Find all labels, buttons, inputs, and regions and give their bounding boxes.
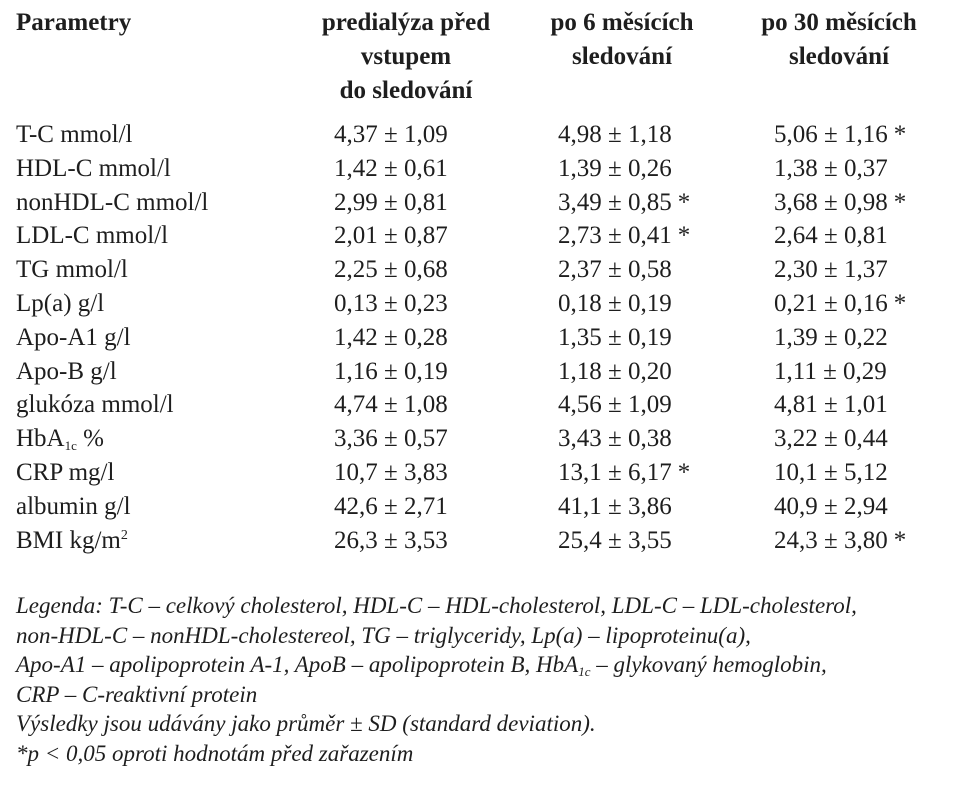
cell-predialyza: 4,37 ± 1,09: [334, 121, 448, 148]
row-label: BMI kg/m2: [16, 526, 128, 554]
table-row: Lp(a) g/l 0,13 ± 0,23 0,18 ± 0,19 0,21 ±…: [0, 287, 975, 321]
row-label: Lp(a) g/l: [16, 289, 105, 317]
table-row: LDL-C mmol/l 2,01 ± 0,87 2,73 ± 0,41 * 2,…: [0, 219, 975, 253]
legend-line: *p < 0,05 oproti hodnotám před zařazením: [16, 740, 414, 766]
cell-6-mesicu: 1,35 ± 0,19: [558, 323, 672, 351]
cell-6-mesicu: 25,4 ± 3,55: [558, 526, 672, 554]
cell-30-mesicu: 1,38 ± 0,37: [774, 154, 888, 182]
significance-mark: *: [893, 526, 907, 554]
table-row: glukóza mmol/l 4,74 ± 1,08 4,56 ± 1,09 4…: [0, 388, 975, 422]
header-6-mesicu: po 6 měsících sledování: [520, 6, 724, 74]
row-label: LDL-C mmol/l: [16, 222, 169, 250]
table-body: T-C mmol/l 4,37 ± 1,09 4,98 ± 1,18 5,06 …: [0, 118, 975, 557]
significance-mark: *: [893, 121, 907, 148]
legend-line: Výsledky jsou udávány jako průměr ± SD (…: [16, 711, 596, 736]
cell-predialyza: 4,74 ± 1,08: [334, 391, 448, 419]
cell-predialyza: 2,25 ± 0,68: [334, 256, 448, 284]
cell-6-mesicu: 1,18 ± 0,20: [558, 357, 672, 385]
cell-6-mesicu: 2,37 ± 0,58: [558, 256, 672, 284]
significance-mark: *: [677, 222, 691, 250]
cell-30-mesicu: 1,39 ± 0,22: [774, 323, 888, 351]
cell-predialyza: 3,36 ± 0,57: [334, 425, 448, 453]
significance-mark: *: [893, 188, 907, 216]
cell-30-mesicu: 2,64 ± 0,81: [774, 222, 888, 250]
cell-6-mesicu: 3,43 ± 0,38: [558, 425, 672, 453]
cell-predialyza: 42,6 ± 2,71: [334, 492, 448, 520]
legend-line: CRP – C-reaktivní protein: [16, 681, 258, 707]
cell-6-mesicu: 3,49 ± 0,85 *: [558, 188, 691, 216]
cell-6-mesicu: 0,18 ± 0,19: [558, 289, 672, 317]
header-line: po 6 měsících: [550, 9, 694, 36]
row-label: HbA1c %: [16, 425, 104, 454]
legend-line: Apo-A1 – apolipoprotein A-1, ApoB – apol…: [16, 652, 827, 679]
header-line: vstupem: [360, 43, 452, 70]
row-label: T-C mmol/l: [16, 121, 133, 148]
table-row: Apo-B g/l 1,16 ± 0,19 1,18 ± 0,20 1,11 ±…: [0, 355, 975, 389]
table-row: TG mmol/l 2,25 ± 0,68 2,37 ± 0,58 2,30 ±…: [0, 253, 975, 287]
cell-6-mesicu: 1,39 ± 0,26: [558, 154, 672, 182]
cell-30-mesicu: 40,9 ± 2,94: [774, 492, 888, 520]
row-label: TG mmol/l: [16, 256, 128, 284]
header-line: predialýza před: [321, 9, 491, 36]
table-row: albumin g/l 42,6 ± 2,71 41,1 ± 3,86 40,9…: [0, 490, 975, 524]
cell-6-mesicu: 13,1 ± 6,17 *: [558, 458, 691, 486]
cell-6-mesicu: 4,98 ± 1,18: [558, 121, 672, 148]
table-header: Parametry predialýza před vstupem do sle…: [0, 6, 975, 116]
table-row: T-C mmol/l 4,37 ± 1,09 4,98 ± 1,18 5,06 …: [0, 118, 975, 152]
significance-mark: *: [677, 458, 691, 486]
legend-line: non-HDL-C – nonHDL-cholestereol, TG – tr…: [16, 622, 751, 648]
cell-predialyza: 1,16 ± 0,19: [334, 357, 448, 385]
cell-6-mesicu: 4,56 ± 1,09: [558, 391, 672, 419]
row-label: CRP mg/l: [16, 458, 115, 486]
legend-line: Legenda: T-C – celkový cholesterol, HDL-…: [16, 593, 857, 618]
cell-30-mesicu: 24,3 ± 3,80 *: [774, 526, 907, 554]
row-label: HDL-C mmol/l: [16, 154, 171, 182]
cell-6-mesicu: 41,1 ± 3,86: [558, 492, 672, 520]
header-line: do sledování: [339, 77, 473, 104]
row-label: albumin g/l: [16, 492, 131, 520]
significance-mark: *: [677, 188, 691, 216]
header-line: sledování: [788, 43, 890, 70]
legend: Legenda: T-C – celkový cholesterol, HDL-…: [16, 591, 961, 768]
header-line: po 30 měsících: [761, 9, 917, 36]
cell-predialyza: 2,01 ± 0,87: [334, 222, 448, 250]
header-30-mesicu: po 30 měsících sledování: [734, 6, 944, 74]
cell-30-mesicu: 2,30 ± 1,37: [774, 256, 888, 284]
cell-30-mesicu: 5,06 ± 1,16 *: [774, 121, 907, 148]
header-predialyza: predialýza před vstupem do sledování: [296, 6, 516, 108]
cell-predialyza: 26,3 ± 3,53: [334, 526, 448, 554]
row-label: Apo-B g/l: [16, 357, 117, 385]
cell-30-mesicu: 10,1 ± 5,12: [774, 458, 888, 486]
cell-30-mesicu: 3,22 ± 0,44: [774, 425, 888, 453]
table-row: HbA1c % 3,36 ± 0,57 3,43 ± 0,38 3,22 ± 0…: [0, 422, 975, 456]
cell-predialyza: 10,7 ± 3,83: [334, 458, 448, 486]
row-label: glukóza mmol/l: [16, 391, 174, 419]
significance-mark: *: [893, 289, 907, 317]
table-row: nonHDL-C mmol/l 2,99 ± 0,81 3,49 ± 0,85 *…: [0, 186, 975, 220]
cell-30-mesicu: 1,11 ± 0,29: [774, 357, 887, 385]
cell-predialyza: 0,13 ± 0,23: [334, 289, 448, 317]
cell-predialyza: 2,99 ± 0,81: [334, 188, 448, 216]
header-line: sledování: [571, 43, 673, 70]
row-label: nonHDL-C mmol/l: [16, 188, 209, 216]
cell-30-mesicu: 3,68 ± 0,98 *: [774, 188, 907, 216]
header-parametry: Parametry: [16, 9, 132, 36]
table-row: CRP mg/l 10,7 ± 3,83 13,1 ± 6,17 * 10,1 ±…: [0, 456, 975, 490]
cell-6-mesicu: 2,73 ± 0,41 *: [558, 222, 691, 250]
cell-30-mesicu: 0,21 ± 0,16 *: [774, 289, 907, 317]
cell-predialyza: 1,42 ± 0,61: [334, 154, 448, 182]
table-row: HDL-C mmol/l 1,42 ± 0,61 1,39 ± 0,26 1,3…: [0, 152, 975, 186]
table-row: Apo-A1 g/l 1,42 ± 0,28 1,35 ± 0,19 1,39 …: [0, 321, 975, 355]
cell-predialyza: 1,42 ± 0,28: [334, 323, 448, 351]
cell-30-mesicu: 4,81 ± 1,01: [774, 391, 888, 419]
row-label: Apo-A1 g/l: [16, 323, 131, 351]
table-row: BMI kg/m2 26,3 ± 3,53 25,4 ± 3,55 24,3 ±…: [0, 524, 975, 558]
